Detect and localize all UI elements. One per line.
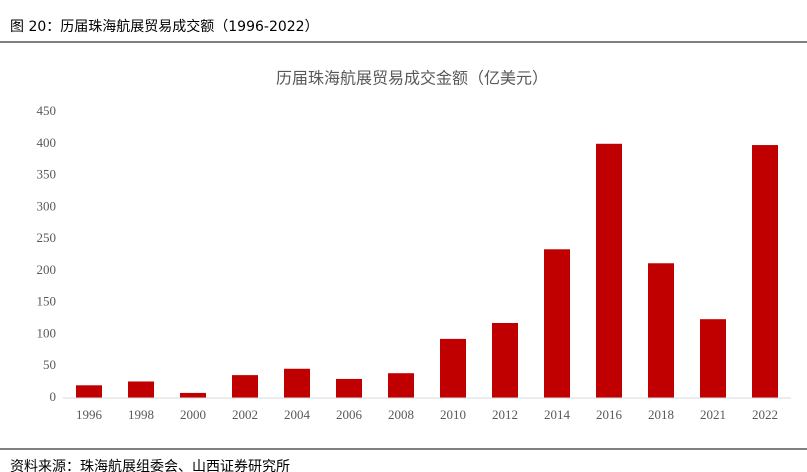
x-tick-label: 2014	[544, 407, 571, 422]
figure-header: 图 20：历届珠海航展贸易成交额（1996-2022）	[10, 18, 319, 35]
x-tick-label: 1996	[76, 407, 103, 422]
bar	[440, 338, 466, 398]
bar	[232, 375, 258, 398]
x-tick-label: 1998	[128, 407, 154, 422]
y-tick-label: 350	[37, 167, 57, 182]
y-tick-label: 50	[43, 357, 56, 372]
source-note: 资料来源：珠海航展组委会、山西证券研究所	[10, 459, 290, 472]
x-tick-label: 2010	[440, 407, 466, 422]
bar	[76, 385, 102, 398]
x-tick-label: 2006	[336, 407, 363, 422]
x-tick-label: 2022	[752, 407, 778, 422]
x-tick-label: 2018	[648, 407, 674, 422]
y-tick-label: 450	[37, 103, 57, 118]
y-tick-label: 400	[37, 135, 57, 150]
bar	[544, 249, 570, 398]
x-tick-label: 2008	[388, 407, 414, 422]
x-tick-label: 2016	[596, 407, 623, 422]
x-tick-label: 2012	[492, 407, 518, 422]
y-tick-label: 200	[37, 262, 57, 277]
bar	[388, 373, 414, 398]
y-tick-label: 100	[37, 325, 57, 340]
y-tick-label: 150	[37, 294, 57, 309]
bar	[700, 319, 726, 398]
x-tick-label: 2021	[700, 407, 726, 422]
y-tick-label: 300	[37, 198, 57, 213]
bar	[648, 263, 674, 398]
y-tick-label: 250	[37, 230, 57, 245]
chart-title: 历届珠海航展贸易成交金额（亿美元）	[276, 69, 548, 88]
bar	[128, 381, 154, 398]
x-tick-label: 2000	[180, 407, 206, 422]
bar	[752, 145, 778, 398]
x-tick-label: 2004	[284, 407, 311, 422]
y-tick-label: 0	[50, 389, 57, 404]
bar	[492, 323, 518, 398]
bar	[284, 368, 310, 398]
bar	[596, 143, 622, 398]
x-tick-label: 2002	[232, 407, 258, 422]
bar	[180, 392, 206, 398]
bar	[336, 378, 362, 398]
